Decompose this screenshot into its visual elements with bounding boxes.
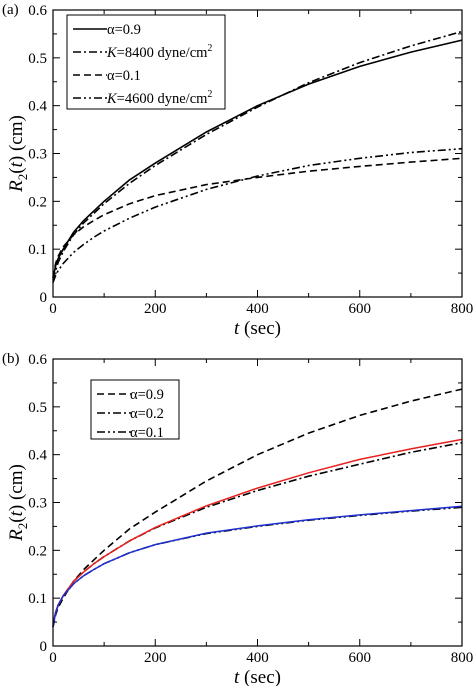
y-tick-label: 0 bbox=[40, 290, 48, 306]
series-line-4 bbox=[52, 438, 463, 625]
y-axis: 0 0.1 0.2 0.3 0.4 0.5 0.6 bbox=[28, 352, 462, 655]
y-tick-label: 0.5 bbox=[28, 400, 47, 416]
legend-label-1: α=0.9 bbox=[107, 22, 141, 38]
x-axis: 0 200 400 600 800 bbox=[49, 10, 473, 317]
series-line-2 bbox=[52, 441, 463, 625]
panel-b: 0 200 400 600 800 0 0.1 0.2 0.3 0.4 0.5 0.6 (b) t (se… bbox=[2, 351, 473, 686]
legend-label-3: α=0.1 bbox=[130, 425, 164, 441]
x-tick-label: 200 bbox=[144, 301, 167, 317]
x-tick-label: 800 bbox=[451, 650, 474, 666]
y-axis-title: R2(t) (cm) bbox=[6, 115, 30, 193]
legend-label-1: α=0.9 bbox=[130, 387, 164, 403]
x-tick-label: 200 bbox=[144, 650, 167, 666]
y-tick-label: 0.3 bbox=[28, 496, 47, 512]
legend-label-2: K=8400 dyne/cm2 bbox=[106, 43, 212, 61]
x-tick-label: 800 bbox=[451, 301, 474, 317]
x-axis-title: t (sec) bbox=[234, 667, 281, 686]
x-tick-label: 0 bbox=[49, 301, 57, 317]
panel-a: 0 200 400 600 800 0 0.1 0.2 0.3 0.4 0.5 0.6 (a) t (se… bbox=[2, 2, 473, 339]
y-tick-label: 0.6 bbox=[28, 352, 47, 368]
x-tick-label: 0 bbox=[49, 650, 57, 666]
y-tick-label: 0.2 bbox=[28, 194, 47, 210]
y-axis-title: R2(t) (cm) bbox=[6, 464, 30, 542]
legend: α=0.9 α=0.2 α=0.1 bbox=[90, 379, 180, 441]
x-tick-label: 400 bbox=[246, 301, 269, 317]
legend: α=0.9 K=8400 dyne/cm2 α=0.1 K=4600 dyne/cm2 bbox=[66, 14, 226, 110]
series-line-1 bbox=[52, 388, 463, 628]
y-tick-label: 0.5 bbox=[28, 51, 47, 67]
x-tick-label: 600 bbox=[349, 301, 372, 317]
y-tick-label: 0 bbox=[40, 639, 48, 655]
legend-label-4: K=4600 dyne/cm2 bbox=[106, 89, 212, 107]
y-tick-label: 0.3 bbox=[28, 147, 47, 163]
y-axis: 0 0.1 0.2 0.3 0.4 0.5 0.6 bbox=[28, 3, 462, 306]
series-line-2 bbox=[52, 30, 463, 281]
series-line-1 bbox=[52, 39, 463, 279]
y-tick-label: 0.4 bbox=[28, 99, 47, 115]
x-axis-title: t (sec) bbox=[234, 318, 281, 339]
series-line-5 bbox=[52, 505, 463, 628]
series-line-4 bbox=[52, 147, 463, 283]
y-tick-label: 0.1 bbox=[28, 242, 47, 258]
legend-box bbox=[66, 14, 226, 110]
series-line-3 bbox=[52, 157, 463, 279]
y-tick-label: 0.4 bbox=[28, 448, 47, 464]
series-group bbox=[52, 30, 463, 283]
x-tick-label: 600 bbox=[349, 650, 372, 666]
x-tick-label: 400 bbox=[246, 650, 269, 666]
legend-box bbox=[90, 379, 180, 440]
panel-label: (a) bbox=[2, 2, 19, 18]
legend-label-3: α=0.1 bbox=[107, 68, 141, 84]
y-tick-label: 0.1 bbox=[28, 591, 47, 607]
y-tick-label: 0.2 bbox=[28, 543, 47, 559]
x-axis: 0 200 400 600 800 bbox=[49, 359, 473, 666]
y-tick-label: 0.6 bbox=[28, 3, 47, 19]
legend-label-2: α=0.2 bbox=[130, 406, 164, 422]
series-group bbox=[52, 388, 463, 628]
panel-label: (b) bbox=[2, 351, 20, 367]
